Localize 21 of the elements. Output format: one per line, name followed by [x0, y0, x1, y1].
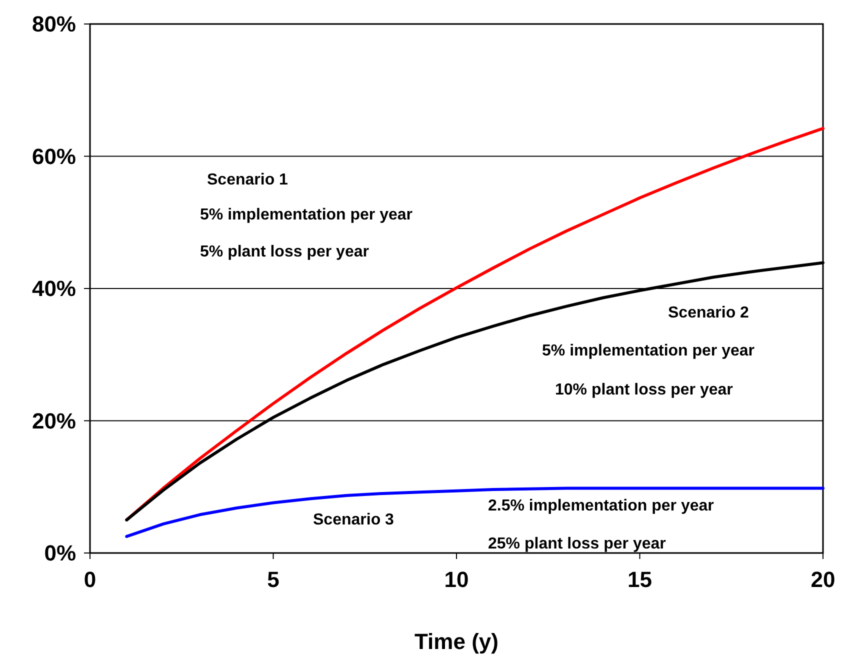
x-tick-label: 20	[810, 567, 836, 592]
annotation: Scenario 1	[207, 172, 288, 188]
y-tick-label: 0%	[44, 540, 76, 566]
line-series	[125, 486, 824, 538]
y-tick-label: 20%	[32, 408, 76, 434]
y-tick-label: 80%	[32, 12, 76, 36]
y-tick-label: 60%	[32, 144, 76, 169]
annotation: Scenario 3	[313, 512, 394, 528]
annotation: 5% implementation per year	[542, 342, 755, 360]
x-tick-label: 10	[444, 567, 469, 592]
annotation: Scenario 2	[668, 304, 750, 322]
x-tick-label: 5	[267, 567, 280, 592]
annotation: 5% implementation per year	[200, 206, 413, 224]
y-tick-label: 40%	[32, 276, 76, 301]
x-tick-label: 0	[84, 567, 96, 592]
annotation: 25% plant loss per year	[488, 536, 666, 552]
annotation: 5% plant loss per year	[200, 244, 369, 260]
x-tick-label: 15	[628, 567, 652, 592]
annotation: 10% plant loss per year	[555, 382, 733, 398]
x-axis-title: Time (y)	[414, 629, 498, 654]
annotation: 2.5% implementation per year	[488, 498, 714, 514]
